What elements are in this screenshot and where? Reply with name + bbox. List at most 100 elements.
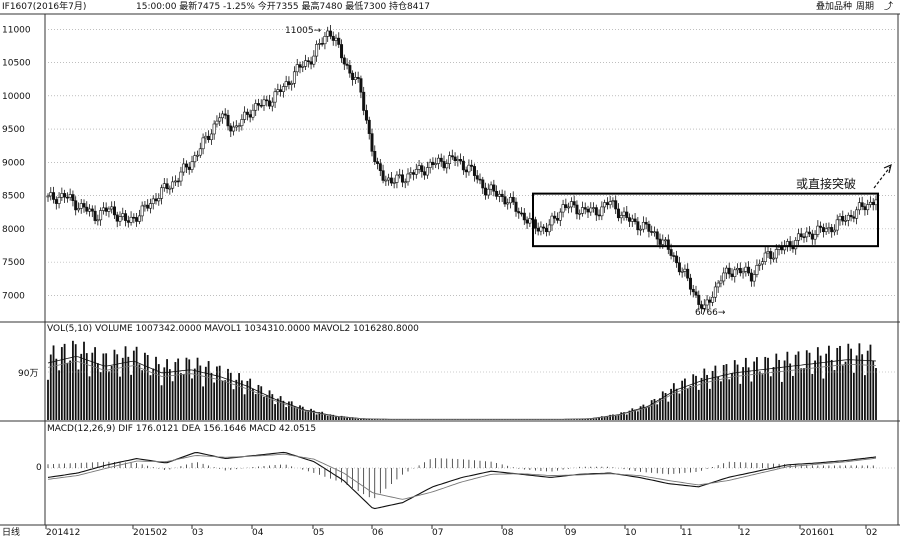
candle-body bbox=[196, 154, 200, 157]
candle-body bbox=[140, 205, 144, 217]
x-tick-label: 201502 bbox=[133, 528, 167, 538]
close-icon[interactable]: ⤴ bbox=[884, 2, 894, 12]
volume-bar bbox=[221, 380, 224, 420]
candle-body bbox=[846, 214, 850, 221]
candle-body bbox=[708, 299, 712, 303]
volume-bar bbox=[573, 419, 576, 420]
volume-bar bbox=[265, 395, 268, 420]
volume-bar bbox=[617, 414, 620, 420]
candle-body bbox=[874, 199, 878, 206]
candle-body bbox=[340, 44, 344, 59]
period-button[interactable]: 周期 bbox=[856, 2, 875, 12]
candle-body bbox=[93, 210, 97, 221]
candle-body bbox=[528, 218, 532, 224]
high-annotation: 11005→ bbox=[285, 26, 322, 36]
overlay-button[interactable]: 叠加品种 bbox=[816, 2, 853, 12]
volume-bar bbox=[828, 345, 830, 420]
volume-bar bbox=[157, 364, 160, 420]
volume-bar bbox=[631, 408, 634, 420]
volume-bar bbox=[775, 353, 778, 420]
volume-bar bbox=[108, 371, 110, 420]
volume-bar bbox=[235, 379, 238, 420]
volume-bar bbox=[152, 368, 155, 420]
volume-bar bbox=[742, 367, 744, 420]
candle-body bbox=[578, 212, 582, 215]
price-tick-label: 11000 bbox=[2, 25, 31, 35]
macd-dea-line bbox=[47, 453, 877, 500]
candle-body bbox=[126, 220, 130, 223]
candle-body bbox=[162, 183, 166, 189]
candle-body bbox=[414, 169, 418, 175]
candle-body bbox=[384, 179, 388, 182]
candle-body bbox=[389, 177, 393, 184]
candle-body bbox=[675, 255, 679, 264]
candle-body bbox=[730, 273, 734, 277]
volume-bar bbox=[866, 350, 869, 420]
volume-bar bbox=[778, 359, 780, 420]
candle-body bbox=[694, 291, 698, 296]
candle-body bbox=[129, 216, 133, 223]
volume-bar bbox=[69, 360, 72, 420]
price-tick-label: 7000 bbox=[2, 291, 25, 301]
candle-body bbox=[54, 199, 58, 204]
volume-bar bbox=[625, 414, 628, 420]
volume-bar bbox=[703, 368, 706, 420]
candle-body bbox=[722, 272, 726, 282]
candle-body bbox=[237, 125, 241, 128]
volume-bar bbox=[659, 398, 661, 420]
candle-body bbox=[107, 208, 111, 212]
candle-body bbox=[824, 228, 828, 233]
macd-dif-line bbox=[47, 451, 877, 510]
candle-body bbox=[132, 216, 136, 219]
candle-body bbox=[544, 227, 548, 233]
candle-body bbox=[204, 135, 208, 139]
volume-bar bbox=[620, 412, 623, 420]
volume-bar bbox=[750, 381, 753, 420]
volume-bar bbox=[587, 418, 589, 420]
candle-body bbox=[409, 172, 413, 175]
candle-body bbox=[542, 226, 546, 229]
volume-bar bbox=[263, 396, 265, 420]
volume-bar bbox=[731, 373, 733, 420]
candle-body bbox=[442, 161, 446, 169]
x-tick-label: 11 bbox=[681, 528, 692, 538]
candle-body bbox=[88, 208, 92, 212]
volume-bar bbox=[252, 388, 254, 420]
candle-body bbox=[146, 204, 150, 209]
candle-body bbox=[597, 214, 601, 217]
volume-bar bbox=[127, 356, 130, 420]
volume-bar bbox=[351, 417, 354, 420]
volume-bar bbox=[299, 405, 301, 420]
volume-bar bbox=[293, 406, 296, 420]
candle-body bbox=[755, 265, 759, 275]
candle-body bbox=[470, 164, 474, 167]
volume-bar bbox=[864, 375, 866, 420]
candle-body bbox=[772, 257, 776, 260]
volume-bar bbox=[47, 379, 49, 420]
candles bbox=[46, 25, 878, 315]
candle-body bbox=[564, 204, 568, 208]
candle-body bbox=[677, 262, 681, 273]
volume-bar bbox=[794, 354, 797, 420]
candle-body bbox=[251, 109, 255, 118]
candle-body bbox=[207, 135, 211, 141]
volume-bar bbox=[733, 360, 736, 420]
candle-body bbox=[209, 133, 213, 141]
volume-bar bbox=[166, 359, 168, 420]
price-tick-label: 8000 bbox=[2, 225, 25, 235]
volume-bar bbox=[614, 415, 617, 420]
volume-ma2 bbox=[47, 360, 877, 420]
volume-bar bbox=[141, 370, 144, 420]
quote-header: IF1607(2016年7月) 15:00:00 最新7475 -1.25% 今… bbox=[0, 0, 900, 14]
candle-body bbox=[805, 231, 809, 238]
candle-body bbox=[212, 123, 216, 135]
volume-bar bbox=[240, 380, 243, 420]
volume-bar bbox=[116, 354, 119, 420]
candle-body bbox=[279, 89, 283, 92]
candle-body bbox=[705, 299, 709, 306]
candle-body bbox=[90, 208, 94, 212]
volume-bar bbox=[769, 376, 772, 420]
candle-body bbox=[738, 267, 742, 274]
volume-bar bbox=[387, 419, 390, 420]
candle-body bbox=[500, 193, 504, 197]
